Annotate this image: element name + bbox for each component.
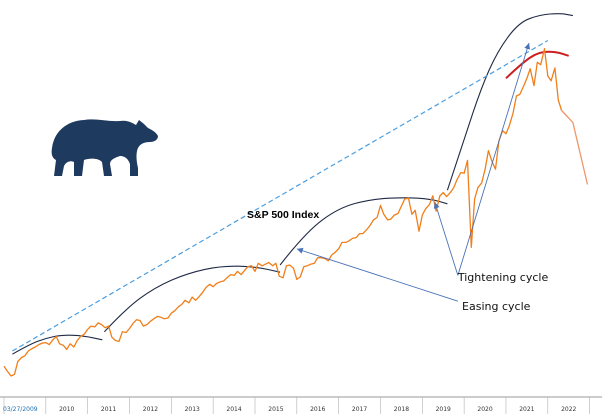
bear-silhouette-icon [51,119,158,176]
x-tick-label-2016: 2016 [310,406,325,413]
series-line-s-p-500-index [3,47,563,377]
cycle-arc-4 [446,13,574,191]
x-tick-label-2018: 2018 [394,406,409,413]
x-tick-label-2012: 2012 [143,406,158,413]
x-tick-label-2022: 2022 [561,406,576,413]
annotation-arrows [296,42,531,302]
annotation-arrow-2 [457,42,530,276]
series-lines [3,39,589,377]
x-tick-label-2014: 2014 [226,406,241,413]
x-tick-label-2013: 2013 [185,406,200,413]
annotation-arrow-1 [434,202,459,276]
annotation-1: Tightening cycle [457,271,549,284]
x-ticks [3,397,590,414]
annotation-arrowhead-2 [524,42,531,50]
x-tick-label-2011: 2011 [101,406,116,413]
annotation-arrow-3 [296,248,459,302]
chart-title: S&P 500 Index [247,209,319,221]
cycle-arc-2 [103,265,281,333]
x-tick-labels: 2010 2011 2012 2013 2014 2015 2016 2017 2018 2019… [59,406,576,413]
x-tick-label-2021: 2021 [519,406,534,413]
x-tick-label-2015: 2015 [268,406,283,413]
annotation-2: Easing cycle [462,300,531,313]
cycle-arc-5 [505,50,570,80]
series-line-trend [12,39,549,352]
annotation-arrowhead-3 [296,247,304,254]
x-tick-label-2017: 2017 [352,406,367,413]
x-tick-label-2019: 2019 [436,406,451,413]
series-line-projection [561,110,589,185]
annotations: Tightening cycle Easing cycle [457,271,549,313]
x-tick-label-2010: 2010 [59,406,74,413]
x-tick-label-2020: 2020 [477,406,492,413]
cycle-arc-3 [279,197,448,266]
start-date-label: 03/27/2009 [3,406,38,413]
annotation-arrowhead-1 [433,202,440,209]
